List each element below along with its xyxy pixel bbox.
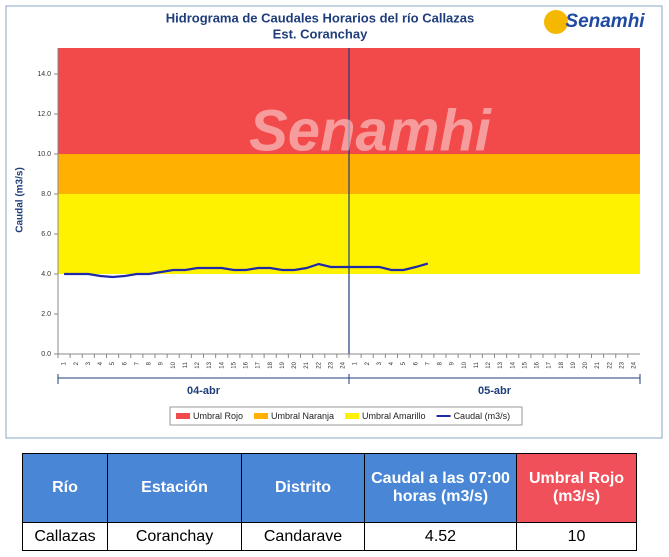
header-cell: Estación [107, 453, 242, 523]
legend-swatch [345, 413, 360, 419]
x-tick-label: 6 [122, 361, 128, 365]
summary-table: Río Estación Distrito Caudal a las 07:00… [22, 453, 637, 551]
logo: Senamhi [565, 11, 645, 32]
y-axis-label: Caudal (m3/s) [15, 167, 26, 233]
x-tick-label: 23 [619, 361, 625, 368]
x-tick-label: 19 [280, 361, 286, 368]
x-tick-label: 2 [365, 361, 371, 365]
x-tick-label: 8 [147, 361, 153, 365]
x-tick-label: 5 [401, 361, 407, 365]
x-tick-label: 9 [159, 361, 165, 365]
group-label: 04-abr [187, 385, 221, 397]
header-cell: Río [22, 453, 108, 523]
x-tick-label: 16 [244, 361, 250, 368]
legend-label: Umbral Naranja [271, 411, 334, 421]
x-tick-label: 6 [413, 361, 419, 365]
x-tick-label: 13 [498, 361, 504, 368]
x-tick-label: 1 [62, 361, 68, 365]
group-label: 05-abr [478, 385, 512, 397]
x-tick-label: 12 [195, 361, 201, 368]
y-tick-label: 6.0 [41, 231, 51, 238]
x-tick-label: 18 [268, 361, 274, 368]
x-tick-label: 19 [571, 361, 577, 368]
legend-label: Umbral Amarillo [362, 411, 426, 421]
x-tick-label: 4 [389, 361, 395, 365]
plot [58, 48, 640, 354]
y-tick-label: 4.0 [41, 271, 51, 278]
x-tick-label: 4 [98, 361, 104, 365]
x-tick-label: 16 [535, 361, 541, 368]
data-row: Callazas Coranchay Candarave 4.52 10 [22, 522, 637, 551]
legend-label: Umbral Rojo [193, 411, 243, 421]
x-tick-label: 20 [583, 361, 589, 368]
x-tick-label: 21 [595, 361, 601, 368]
cell: Callazas [22, 522, 108, 551]
x-tick-label: 3 [86, 361, 92, 365]
x-tick-label: 5 [110, 361, 116, 365]
x-tick-label: 22 [316, 361, 322, 368]
logo-sun [544, 10, 568, 34]
x-tick-label: 15 [522, 361, 528, 368]
x-tick-label: 13 [207, 361, 213, 368]
x-tick-label: 14 [219, 361, 225, 368]
line-series [64, 262, 429, 279]
y-tick-label: 0.0 [41, 351, 51, 358]
x-tick-label: 12 [486, 361, 492, 368]
header-cell: Caudal a las 07:00 horas (m3/s) [364, 453, 517, 523]
x-tick-label: 3 [377, 361, 383, 365]
x-tick-label: 10 [462, 361, 468, 368]
cell: 4.52 [364, 522, 517, 551]
chart: Hidrograma de Caudales Horarios del río … [5, 5, 663, 439]
y-tick-label: 12.0 [37, 111, 51, 118]
cell: 10 [516, 522, 637, 551]
header-row: Río Estación Distrito Caudal a las 07:00… [22, 453, 637, 523]
header-cell: Distrito [241, 453, 365, 523]
cell: Candarave [241, 522, 365, 551]
chart-title: Hidrograma de Caudales Horarios del río … [166, 10, 475, 25]
y-tick-label: 10.0 [37, 151, 51, 158]
y-tick-label: 2.0 [41, 311, 51, 318]
x-tick-label: 17 [256, 361, 262, 368]
chart-subtitle: Est. Coranchay [273, 26, 368, 41]
x-tick-label: 10 [171, 361, 177, 368]
cell: Coranchay [107, 522, 242, 551]
x-tick-label: 7 [425, 361, 431, 365]
x-tick-label: 21 [304, 361, 310, 368]
x-tick-label: 23 [328, 361, 334, 368]
x-tick-label: 22 [607, 361, 613, 368]
x-tick-label: 15 [231, 361, 237, 368]
x-tick-label: 7 [134, 361, 140, 365]
legend-swatch [176, 413, 190, 419]
x-tick-label: 20 [292, 361, 298, 368]
x-tick-label: 24 [632, 361, 638, 368]
legend-label: Caudal (m3/s) [454, 411, 511, 421]
x-tick-label: 14 [510, 361, 516, 368]
x-tick-label: 8 [438, 361, 444, 365]
header-cell: Umbral Rojo (m3/s) [516, 453, 637, 523]
x-tick-label: 2 [74, 361, 80, 365]
x-tick-label: 1 [353, 361, 359, 365]
x-tick-label: 24 [341, 361, 347, 368]
x-tick-label: 9 [450, 361, 456, 365]
x-tick-label: 11 [183, 361, 189, 368]
watermark: Senamhi [249, 98, 493, 163]
x-tick-label: 11 [474, 361, 480, 368]
y-tick-label: 14.0 [37, 71, 51, 78]
x-tick-label: 17 [547, 361, 553, 368]
legend-swatch [254, 413, 269, 419]
x-tick-label: 18 [559, 361, 565, 368]
y-tick-label: 8.0 [41, 191, 51, 198]
